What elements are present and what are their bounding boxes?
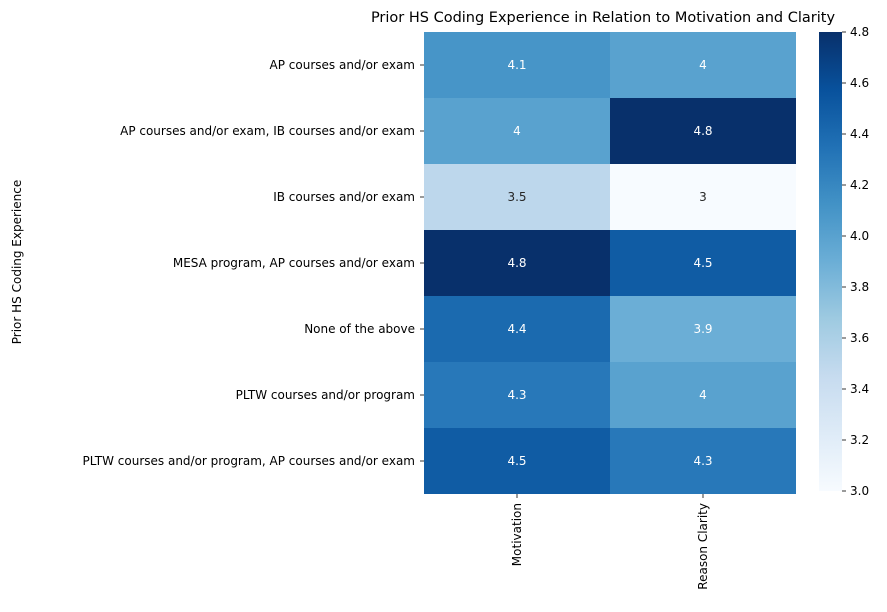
row-tick-label: AP courses and/or exam xyxy=(270,58,415,72)
heatmap-cell xyxy=(610,428,796,494)
cell-value-label: 4 xyxy=(699,388,707,402)
colorbar-tick-label: 4.2 xyxy=(850,178,869,192)
cell-value-label: 4.5 xyxy=(507,454,526,468)
row-tick-label: PLTW courses and/or program, AP courses … xyxy=(83,454,415,468)
colorbar-tick-label: 4.0 xyxy=(850,229,869,243)
colorbar-tick-label: 4.4 xyxy=(850,127,869,141)
cell-value-label: 4.5 xyxy=(693,256,712,270)
colorbar-tick-label: 3.4 xyxy=(850,382,869,396)
heatmap-cells: 4.1 4 4 4.8 3.5 3 4.8 4.5 4.4 3.9 4.3 4 4.5 4.3 xyxy=(424,32,796,494)
colorbar-ticks: 3.0 3.2 3.4 3.6 3.8 4.0 4.2 4.4 4.6 4.8 xyxy=(842,25,869,498)
heatmap-cell xyxy=(424,362,610,428)
cell-value-label: 4.4 xyxy=(507,322,526,336)
colorbar-tick-label: 3.0 xyxy=(850,484,869,498)
row-tick-label: None of the above xyxy=(304,322,415,336)
row-tick-label: IB courses and/or exam xyxy=(273,190,415,204)
row-tick-label: AP courses and/or exam, IB courses and/o… xyxy=(120,124,415,138)
column-tick-label: Reason Clarity xyxy=(696,503,710,590)
heatmap-cell xyxy=(424,164,610,230)
colorbar xyxy=(819,32,842,491)
row-tick-labels: AP courses and/or exam AP courses and/or … xyxy=(83,58,424,468)
y-axis-label: Prior HS Coding Experience xyxy=(10,180,24,344)
row-tick-label: MESA program, AP courses and/or exam xyxy=(173,256,415,270)
cell-value-label: 4.3 xyxy=(693,454,712,468)
heatmap-cell xyxy=(610,296,796,362)
heatmap-cell xyxy=(610,32,796,98)
row-tick-label: PLTW courses and/or program xyxy=(236,388,415,402)
heatmap-cell xyxy=(610,362,796,428)
colorbar-tick-label: 4.6 xyxy=(850,76,869,90)
colorbar-tick-label: 4.8 xyxy=(850,25,869,39)
cell-value-label: 4 xyxy=(513,124,521,138)
chart-title: Prior HS Coding Experience in Relation t… xyxy=(371,10,836,26)
colorbar-tick-label: 3.8 xyxy=(850,280,869,294)
cell-value-label: 4 xyxy=(699,58,707,72)
cell-value-label: 3 xyxy=(699,190,707,204)
colorbar-tick-label: 3.6 xyxy=(850,331,869,345)
colorbar-tick-label: 3.2 xyxy=(850,433,869,447)
heatmap-cell xyxy=(424,32,610,98)
cell-value-label: 4.1 xyxy=(507,58,526,72)
heatmap-cell xyxy=(610,98,796,164)
heatmap-cell xyxy=(424,98,610,164)
heatmap-cell xyxy=(424,428,610,494)
cell-value-label: 4.8 xyxy=(693,124,712,138)
column-tick-label: Motivation xyxy=(510,503,524,566)
cell-value-label: 4.3 xyxy=(507,388,526,402)
heatmap-cell xyxy=(424,296,610,362)
heatmap-cell xyxy=(424,230,610,296)
cell-value-label: 4.8 xyxy=(507,256,526,270)
heatmap-cell xyxy=(610,230,796,296)
column-tick-labels: Motivation Reason Clarity xyxy=(510,494,710,590)
cell-value-label: 3.9 xyxy=(693,322,712,336)
cell-value-label: 3.5 xyxy=(507,190,526,204)
heatmap-cell xyxy=(610,164,796,230)
